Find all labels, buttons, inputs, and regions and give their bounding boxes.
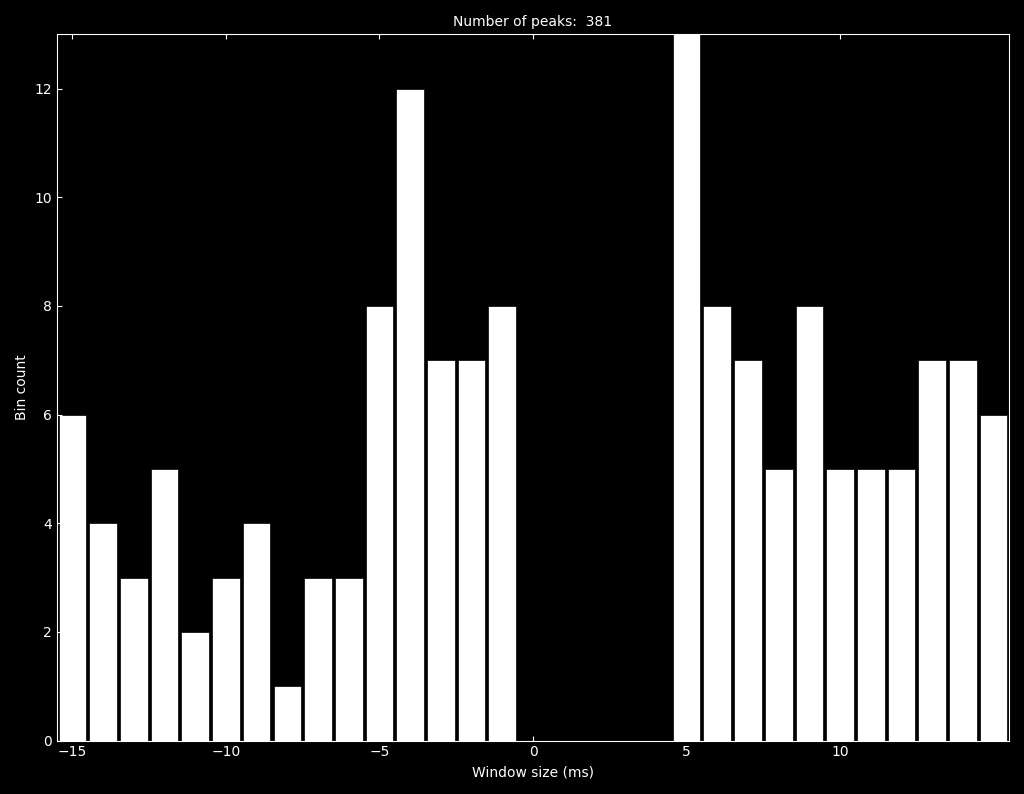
Bar	[826, 469, 854, 741]
Bar	[366, 306, 393, 741]
Bar	[888, 469, 915, 741]
Bar	[396, 89, 424, 741]
Bar	[304, 577, 332, 741]
Bar	[458, 360, 485, 741]
Bar	[980, 414, 1008, 741]
Bar	[765, 469, 793, 741]
Bar	[703, 306, 731, 741]
X-axis label: Window size (ms): Window size (ms)	[472, 765, 594, 779]
Bar	[673, 34, 700, 741]
Bar	[89, 523, 117, 741]
Bar	[120, 577, 147, 741]
Bar	[949, 360, 977, 741]
Bar	[181, 632, 209, 741]
Bar	[273, 686, 301, 741]
Bar	[919, 360, 946, 741]
Bar	[58, 414, 86, 741]
Bar	[427, 360, 455, 741]
Y-axis label: Bin count: Bin count	[15, 355, 29, 420]
Title: Number of peaks:  381: Number of peaks: 381	[454, 15, 612, 29]
Bar	[796, 306, 823, 741]
Bar	[335, 577, 362, 741]
Bar	[212, 577, 240, 741]
Bar	[243, 523, 270, 741]
Bar	[734, 360, 762, 741]
Bar	[857, 469, 885, 741]
Bar	[488, 306, 516, 741]
Bar	[151, 469, 178, 741]
